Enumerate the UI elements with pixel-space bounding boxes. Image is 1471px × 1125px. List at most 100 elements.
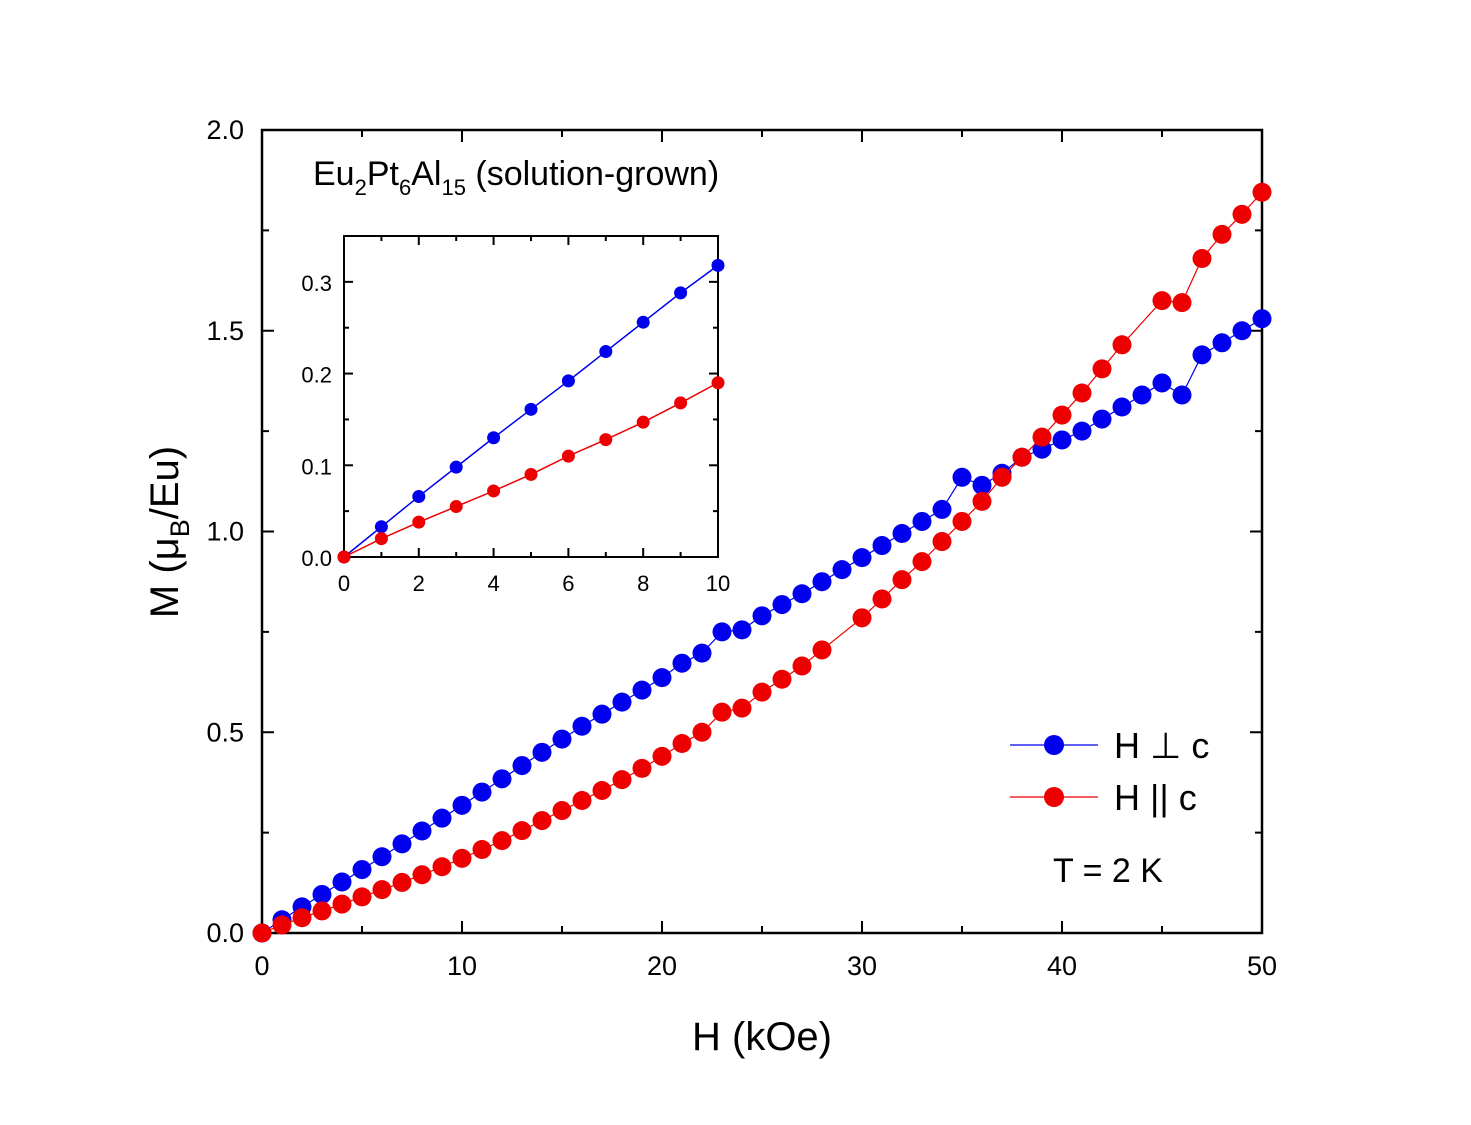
main-point-0 (712, 622, 732, 642)
main-point-1 (872, 589, 892, 609)
main-point-0 (1172, 385, 1192, 405)
x-tick-label: 50 (1247, 951, 1277, 981)
x-tick-label: 30 (847, 951, 877, 981)
main-point-1 (1152, 291, 1172, 311)
main-point-1 (512, 821, 532, 841)
main-point-1 (572, 791, 592, 811)
x-tick-label: 10 (447, 951, 477, 981)
legend: H ⊥ c H || c (1010, 725, 1209, 818)
main-point-0 (1052, 430, 1072, 450)
main-point-1 (1092, 359, 1112, 379)
inset-point-1 (561, 449, 575, 463)
main-point-0 (472, 782, 492, 802)
temperature-annotation: T = 2 K (1053, 852, 1163, 890)
main-point-1 (492, 831, 512, 851)
inset-point-0 (449, 460, 463, 474)
main-point-1 (592, 780, 612, 800)
inset-point-1 (599, 433, 613, 447)
main-point-1 (332, 894, 352, 914)
main-point-1 (1052, 405, 1072, 425)
main-point-1 (712, 702, 732, 722)
inset-point-0 (711, 258, 725, 272)
main-point-0 (452, 795, 472, 815)
main-point-1 (972, 491, 992, 511)
main-point-0 (592, 704, 612, 724)
x-tick-label: 6 (562, 571, 574, 596)
main-point-0 (932, 499, 952, 519)
main-point-0 (632, 680, 652, 700)
inset-point-1 (711, 376, 725, 390)
inset-point-0 (599, 345, 613, 359)
inset-point-1 (487, 484, 501, 498)
inset-point-0 (412, 489, 426, 503)
main-point-0 (372, 847, 392, 867)
main-point-1 (792, 656, 812, 676)
inset-point-1 (412, 515, 426, 529)
main-point-1 (272, 915, 292, 935)
main-point-1 (552, 801, 572, 821)
main-point-1 (252, 923, 272, 943)
main-point-1 (472, 839, 492, 859)
x-tick-label: 2 (413, 571, 425, 596)
main-point-0 (852, 548, 872, 568)
legend-label-par: H || c (1114, 777, 1197, 818)
main-point-0 (1252, 309, 1272, 329)
legend-marker-perp (1044, 735, 1064, 755)
x-tick-label: 8 (637, 571, 649, 596)
main-point-1 (452, 848, 472, 868)
main-point-1 (752, 682, 772, 702)
inset-point-1 (524, 467, 538, 481)
main-point-1 (952, 511, 972, 531)
main-point-1 (1012, 447, 1032, 467)
main-point-1 (372, 880, 392, 900)
x-tick-label: 4 (487, 571, 499, 596)
inset-series (337, 258, 725, 564)
y-tick-label: 2.0 (206, 115, 244, 145)
main-point-1 (992, 467, 1012, 487)
legend-label-perp: H ⊥ c (1114, 725, 1209, 766)
main-point-0 (412, 821, 432, 841)
main-point-0 (792, 584, 812, 604)
inset-ticks: 0 2 4 6 8 10 0.0 0.1 0.2 0.3 (301, 236, 730, 596)
x-tick-label: 10 (706, 571, 730, 596)
main-point-0 (892, 524, 912, 544)
main-point-0 (672, 653, 692, 673)
main-point-0 (972, 475, 992, 495)
main-point-0 (1212, 333, 1232, 353)
inset-point-1 (374, 532, 388, 546)
main-point-1 (1172, 293, 1192, 313)
y-tick-label: 0.1 (301, 454, 332, 479)
main-point-1 (932, 532, 952, 552)
y-tick-label: 0.0 (206, 918, 244, 948)
y-tick-label: 0.3 (301, 271, 332, 296)
main-point-0 (772, 595, 792, 615)
inset-point-0 (636, 315, 650, 329)
main-point-0 (572, 716, 592, 736)
main-point-0 (432, 808, 452, 828)
main-point-0 (492, 769, 512, 789)
main-point-1 (892, 570, 912, 590)
y-axis-title: M (μB/Eu) (143, 446, 195, 618)
inset-point-1 (636, 415, 650, 429)
main-point-0 (912, 511, 932, 531)
main-point-1 (312, 901, 332, 921)
y-tick-label: 0.5 (206, 717, 244, 747)
main-point-0 (532, 742, 552, 762)
main-point-0 (1112, 397, 1132, 417)
inset-point-0 (524, 402, 538, 416)
main-point-0 (872, 536, 892, 556)
main-point-1 (812, 640, 832, 660)
main-point-0 (752, 606, 772, 626)
inset-point-0 (674, 286, 688, 300)
main-series (252, 182, 1272, 943)
main-point-0 (952, 467, 972, 487)
main-point-1 (692, 722, 712, 742)
x-tick-label: 40 (1047, 951, 1077, 981)
main-point-1 (1072, 383, 1092, 403)
main-point-0 (652, 668, 672, 688)
main-point-0 (692, 643, 712, 663)
main-point-0 (1092, 409, 1112, 429)
main-point-1 (672, 733, 692, 753)
main-point-0 (1072, 421, 1092, 441)
main-point-1 (392, 872, 412, 892)
